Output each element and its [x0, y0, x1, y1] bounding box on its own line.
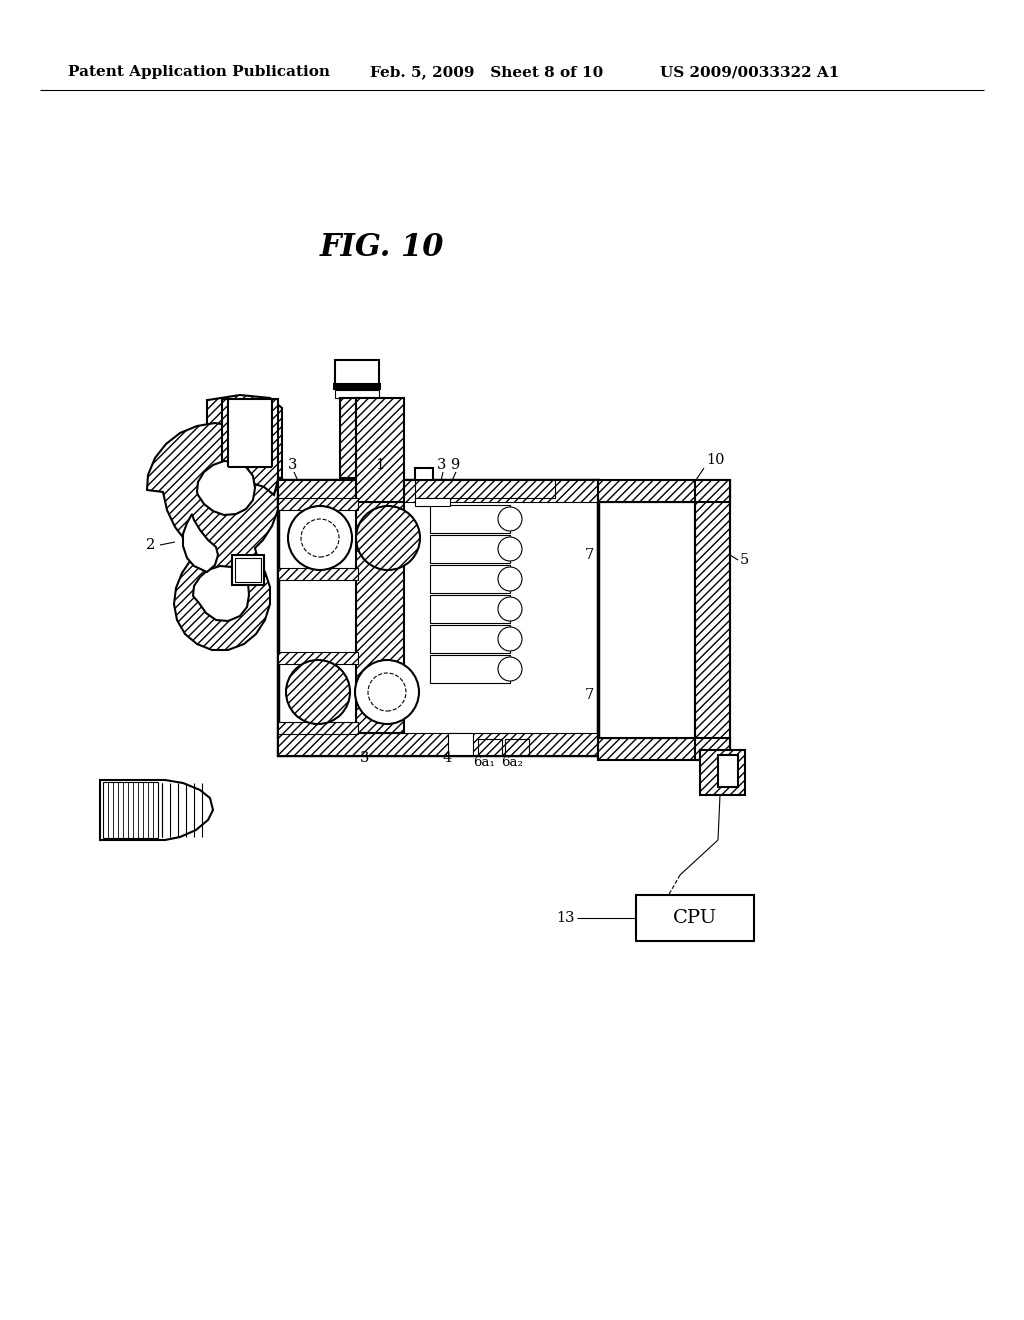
- Bar: [356, 399, 404, 502]
- Text: 1: 1: [375, 458, 384, 473]
- Bar: [232, 554, 264, 585]
- Bar: [234, 558, 261, 582]
- Polygon shape: [100, 780, 213, 840]
- Text: 7: 7: [585, 548, 594, 562]
- Bar: [278, 480, 598, 755]
- Bar: [695, 480, 730, 760]
- Circle shape: [498, 537, 522, 561]
- Bar: [278, 652, 358, 664]
- Polygon shape: [147, 422, 280, 649]
- Bar: [449, 733, 473, 755]
- Bar: [278, 722, 358, 734]
- Bar: [636, 895, 754, 941]
- Bar: [478, 739, 502, 755]
- Bar: [340, 399, 374, 478]
- Bar: [278, 498, 358, 510]
- Circle shape: [286, 660, 350, 723]
- Bar: [278, 568, 358, 579]
- Polygon shape: [197, 461, 255, 515]
- Bar: [415, 480, 555, 498]
- Text: 4: 4: [442, 751, 452, 766]
- Text: 7: 7: [585, 688, 594, 702]
- Bar: [356, 399, 404, 502]
- Bar: [598, 738, 730, 760]
- Bar: [415, 498, 450, 506]
- Bar: [415, 480, 555, 498]
- Polygon shape: [193, 566, 249, 620]
- Text: CPU: CPU: [673, 909, 717, 927]
- Bar: [430, 535, 510, 564]
- Bar: [598, 480, 730, 502]
- Bar: [278, 652, 358, 664]
- Bar: [333, 383, 381, 389]
- Circle shape: [498, 568, 522, 591]
- Text: 6a₂: 6a₂: [501, 755, 523, 768]
- Text: 3: 3: [360, 751, 370, 766]
- Bar: [356, 502, 404, 733]
- Text: 2: 2: [145, 539, 155, 552]
- Bar: [478, 739, 502, 755]
- Bar: [415, 469, 433, 480]
- Text: 6a₁: 6a₁: [473, 755, 495, 768]
- Polygon shape: [222, 399, 278, 495]
- Bar: [228, 399, 272, 467]
- Circle shape: [498, 597, 522, 620]
- Bar: [598, 480, 730, 502]
- Bar: [278, 733, 598, 755]
- Text: 10: 10: [706, 453, 725, 467]
- Text: 5: 5: [740, 553, 750, 568]
- Circle shape: [498, 507, 522, 531]
- Bar: [430, 624, 510, 653]
- Bar: [430, 565, 510, 593]
- Bar: [278, 568, 358, 579]
- Text: US 2009/0033322 A1: US 2009/0033322 A1: [660, 65, 840, 79]
- Bar: [430, 655, 510, 682]
- Bar: [335, 360, 379, 384]
- Text: FIG. 10: FIG. 10: [319, 232, 444, 264]
- Bar: [505, 739, 529, 755]
- Bar: [718, 755, 738, 787]
- Bar: [278, 480, 598, 502]
- Bar: [598, 738, 730, 760]
- Bar: [430, 506, 510, 533]
- Bar: [335, 389, 379, 399]
- Bar: [695, 480, 730, 760]
- Bar: [356, 502, 404, 733]
- Circle shape: [355, 660, 419, 723]
- Bar: [278, 733, 598, 755]
- Circle shape: [356, 506, 420, 570]
- Bar: [430, 595, 510, 623]
- Bar: [700, 750, 745, 795]
- Text: Patent Application Publication: Patent Application Publication: [68, 65, 330, 79]
- Text: 3: 3: [437, 458, 446, 473]
- Polygon shape: [207, 395, 282, 478]
- Circle shape: [498, 657, 522, 681]
- Bar: [278, 498, 358, 510]
- Circle shape: [288, 506, 352, 570]
- Bar: [505, 739, 529, 755]
- Bar: [278, 480, 598, 502]
- Text: 9: 9: [451, 458, 460, 473]
- Text: 13: 13: [556, 911, 575, 925]
- Text: Feb. 5, 2009   Sheet 8 of 10: Feb. 5, 2009 Sheet 8 of 10: [370, 65, 603, 79]
- Bar: [340, 399, 374, 478]
- Bar: [278, 722, 358, 734]
- Bar: [700, 750, 745, 795]
- Circle shape: [498, 627, 522, 651]
- Polygon shape: [183, 513, 218, 572]
- Text: 3: 3: [289, 458, 298, 473]
